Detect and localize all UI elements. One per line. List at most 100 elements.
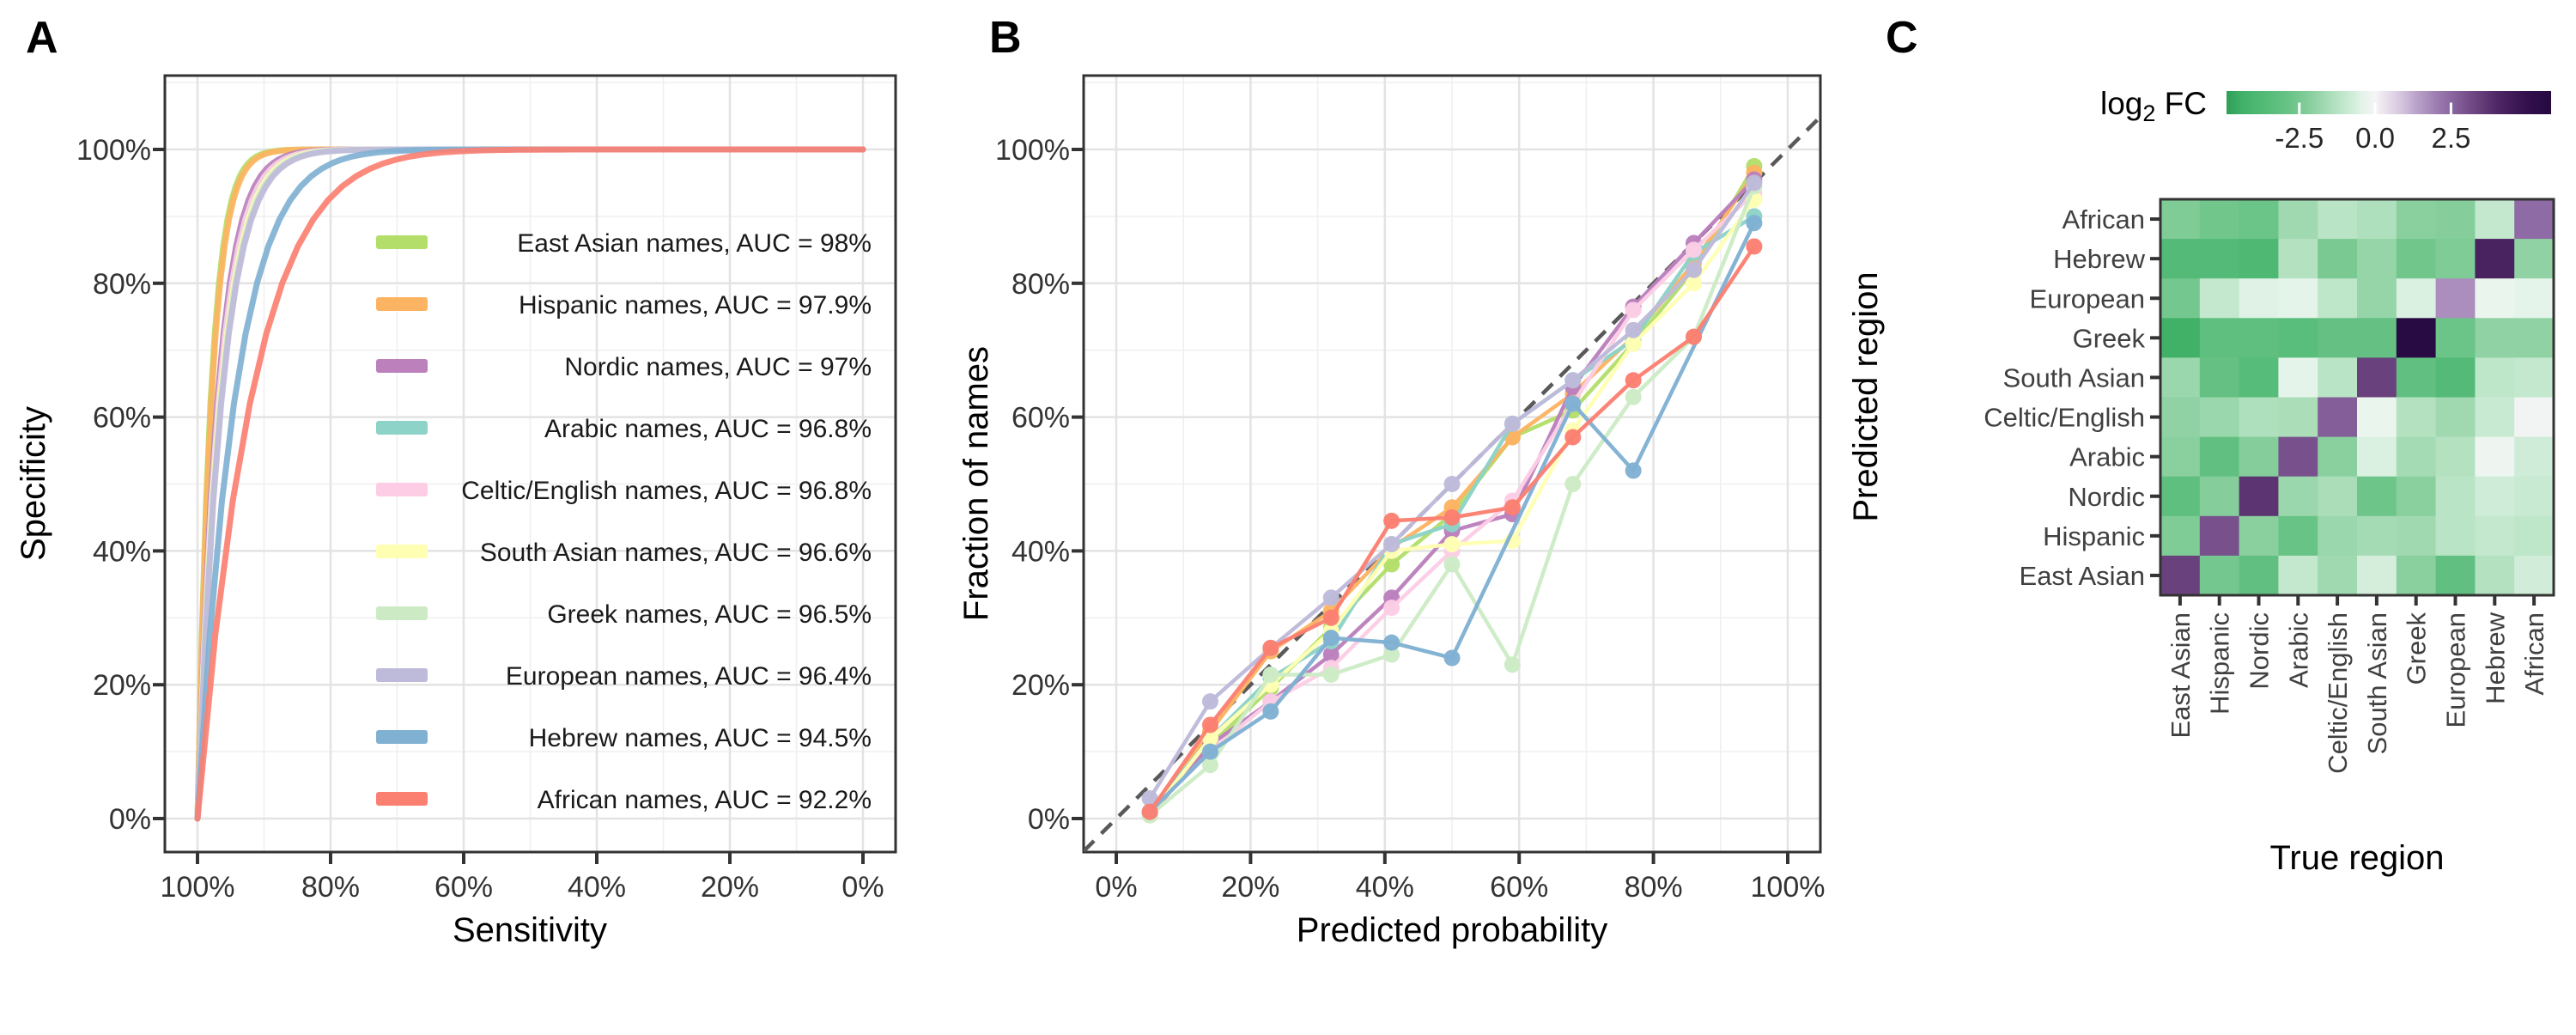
heatmap-cell-nordic-south-asian [2357,476,2397,517]
heatmap-col-label: East Asian [2166,612,2196,738]
cal-point-nordic [1322,646,1340,663]
heatmap-cell-european-east-asian [2160,278,2201,319]
cal-point-celtic-english [1383,600,1400,617]
cal-point-east-asian [1383,556,1400,573]
heatmap-x-axis-title: True region [2269,839,2444,877]
heatmap-cell-celtic-english-hispanic [2199,397,2240,438]
heatmap-cell-greek-nordic [2239,318,2279,358]
cal-x-tick-label: 80% [1625,871,1683,904]
heatmap-cell-south-asian-hebrew [2475,357,2515,398]
colorbar-title: log2 FC [2100,86,2207,126]
heatmap-cell-south-asian-hispanic [2199,357,2240,398]
heatmap-cell-european-african [2514,278,2555,319]
legend-swatch-hebrew [376,730,428,744]
heatmap-cell-european-hispanic [2199,278,2240,319]
heatmap-row-label: European [2030,283,2145,314]
roc-x-tick-label: 40% [568,871,626,904]
heatmap-cell-greek-greek [2396,318,2437,358]
heatmap-cell-european-hebrew [2475,278,2515,319]
heatmap-col-label: Hispanic [2205,612,2235,715]
cal-y-tick-label: 80% [1012,268,1070,301]
heatmap-cell-hebrew-south-asian [2357,239,2397,279]
heatmap-cell-south-asian-east-asian [2160,357,2201,398]
colorbar-tick-label: 0.0 [2355,122,2395,154]
heatmap-cell-hispanic-african [2514,515,2555,557]
cal-x-tick-label: 20% [1221,871,1279,904]
heatmap-cell-east-asian-arabic [2278,555,2318,596]
roc-x-tick-label: 100% [161,871,235,904]
heatmap-cell-celtic-english-south-asian [2357,397,2397,438]
heatmap-col-label: Greek [2402,612,2432,685]
cal-panel-border [1082,74,1822,854]
roc-curve-african [194,146,866,822]
heatmap-cell-arabic-arabic [2278,436,2318,478]
heatmap-cell-greek-hebrew [2475,318,2515,358]
heatmap-cell-nordic-african [2514,476,2555,517]
heatmap-cell-celtic-english-greek [2396,397,2437,438]
cal-point-greek [1322,667,1340,684]
cal-point-greek [1201,757,1218,774]
roc-panel-border [163,74,897,854]
cal-point-european [1383,536,1400,553]
cal-point-european [1201,693,1218,710]
legend-label-celtic-english: Celtic/English names, AUC = 96.8% [461,477,872,505]
heatmap-cell-south-asian-arabic [2278,357,2318,398]
heatmap-cell-hebrew-hispanic [2199,239,2240,279]
legend-swatch-arabic [376,421,428,435]
legend-label-arabic: Arabic names, AUC = 96.8% [544,415,872,443]
roc-y-axis-title: Specificity [15,406,52,561]
cal-point-african [1322,609,1340,626]
cal-y-tick-label: 40% [1012,535,1070,568]
cal-point-south-asian [1443,536,1461,553]
cal-y-tick-label: 0% [1028,803,1070,836]
heatmap-cell-hispanic-celtic-english [2318,515,2358,557]
cal-point-african [1504,499,1521,516]
heatmap-cell-african-european [2435,199,2476,240]
heatmap-cell-nordic-nordic [2239,476,2279,517]
cal-point-african [1686,328,1703,345]
heatmap-cell-greek-african [2514,318,2555,358]
legend-swatch-celtic-english [376,483,428,496]
heatmap-cell-nordic-hispanic [2199,476,2240,517]
cal-point-south-asian [1686,275,1703,292]
heatmap-cell-celtic-english-hebrew [2475,397,2515,438]
cal-point-greek [1262,667,1279,684]
heatmap-cell-nordic-hebrew [2475,476,2515,517]
heatmap-cell-hebrew-celtic-english [2318,239,2358,279]
cal-point-south-asian [1201,730,1218,747]
heatmap-cell-south-asian-nordic [2239,357,2279,398]
legend-swatch-european [376,668,428,682]
heatmap-cell-arabic-hebrew [2475,436,2515,478]
heatmap-y-axis-title: Predicted region [1847,271,1885,521]
roc-x-tick-label: 20% [701,871,759,904]
heatmap-border [2159,198,2555,597]
heatmap-cell-hebrew-nordic [2239,239,2279,279]
heatmap-row-label: Greek [2073,323,2146,353]
heatmap-cell-hispanic-greek [2396,515,2437,557]
legend-label-greek: Greek names, AUC = 96.5% [547,600,872,629]
heatmap-cell-hispanic-hebrew [2475,515,2515,557]
cal-point-hebrew [1201,743,1218,760]
cal-point-hebrew [1625,462,1642,479]
cal-point-african [1201,716,1218,734]
roc-y-tick-label: 80% [93,268,151,301]
legend-label-hispanic: Hispanic names, AUC = 97.9% [519,291,872,320]
cal-point-european [1746,174,1763,192]
heatmap-cell-european-arabic [2278,278,2318,319]
heatmap-row-label: Celtic/English [1984,403,2145,433]
heatmap-cell-hispanic-hispanic [2199,515,2240,557]
cal-point-south-asian [1625,335,1642,352]
heatmap-row-label: African [2063,204,2145,234]
cal-point-greek [1564,476,1582,492]
heatmap-cell-hispanic-arabic [2278,515,2318,557]
heatmap-cell-south-asian-greek [2396,357,2437,398]
cal-point-greek [1443,556,1461,573]
heatmap-cell-east-asian-greek [2396,555,2437,596]
cal-point-european [1443,476,1461,492]
heatmap-cell-celtic-english-celtic-english [2318,397,2358,438]
legend-label-african: African names, AUC = 92.2% [538,786,872,814]
heatmap-cell-east-asian-european [2435,555,2476,596]
heatmap-row-label: Hispanic [2043,521,2145,551]
cal-point-greek [1383,646,1400,663]
colorbar-gradient [2227,91,2551,114]
